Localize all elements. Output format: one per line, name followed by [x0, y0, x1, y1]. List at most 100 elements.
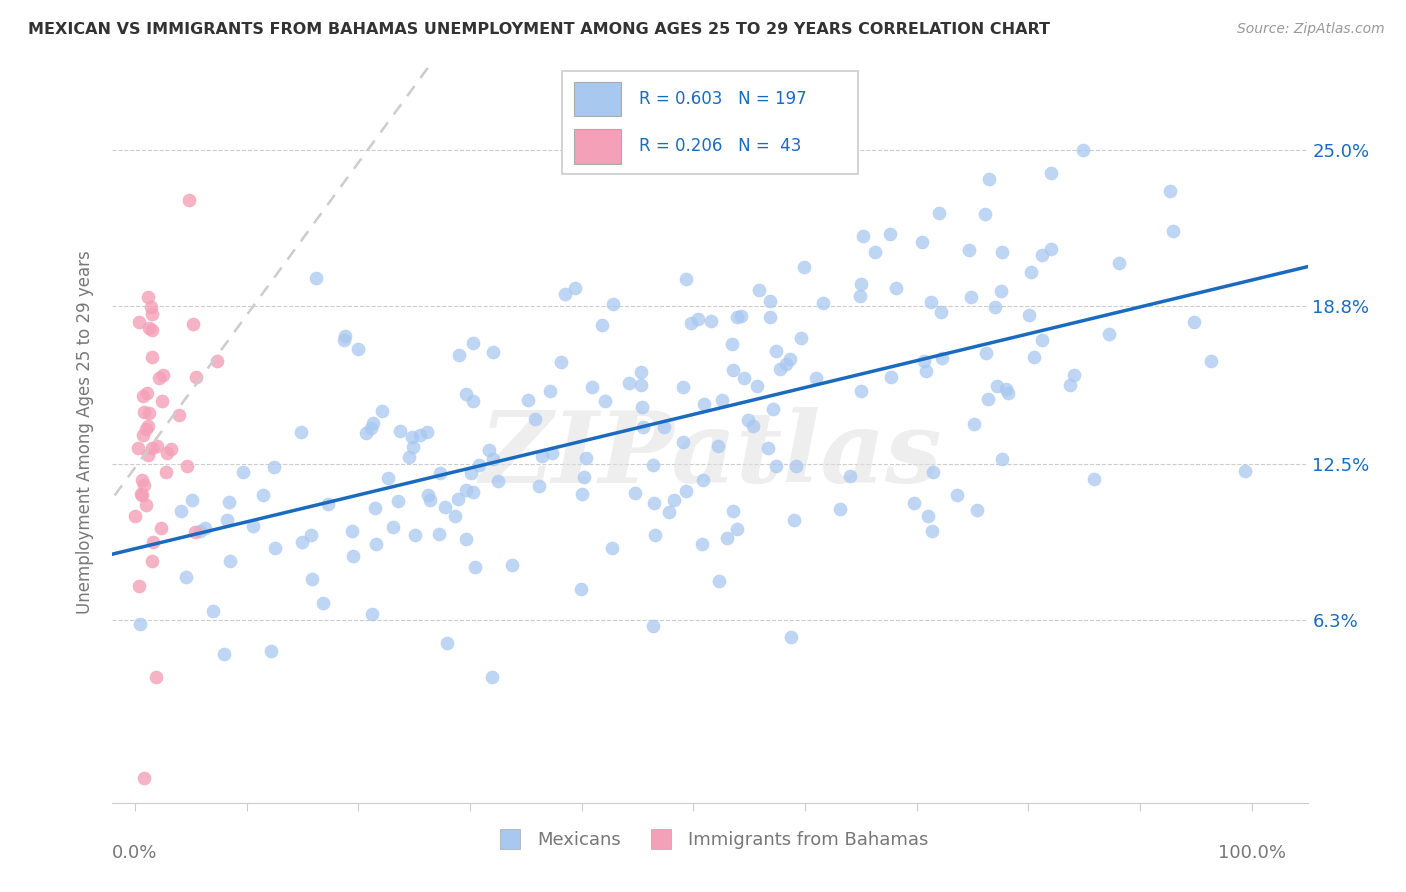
Text: 100.0%: 100.0%	[1218, 845, 1285, 863]
Point	[461, 335, 484, 350]
Point	[652, 419, 675, 434]
Point	[671, 380, 693, 394]
Point	[134, 478, 156, 492]
Point	[179, 194, 201, 208]
Point	[427, 527, 450, 541]
Point	[945, 487, 967, 501]
Point	[194, 521, 217, 535]
Point	[149, 520, 172, 534]
Point	[217, 513, 239, 527]
Point	[252, 488, 274, 502]
Point	[377, 471, 399, 485]
Y-axis label: Unemployment Among Ages 25 to 29 years: Unemployment Among Ages 25 to 29 years	[76, 251, 94, 615]
Point	[156, 446, 179, 460]
Point	[138, 406, 160, 420]
Point	[804, 371, 827, 385]
Point	[617, 376, 640, 390]
Point	[1071, 143, 1094, 157]
Point	[263, 541, 285, 556]
Point	[984, 300, 1007, 314]
Point	[581, 379, 603, 393]
Point	[416, 488, 439, 502]
Point	[468, 458, 491, 473]
Point	[1233, 464, 1256, 478]
Point	[301, 572, 323, 586]
Point	[572, 470, 595, 484]
Point	[963, 417, 986, 431]
Point	[633, 419, 655, 434]
Point	[1059, 377, 1081, 392]
Point	[745, 379, 768, 393]
Point	[416, 425, 439, 439]
Point	[335, 329, 357, 343]
Point	[1018, 308, 1040, 322]
Point	[201, 604, 224, 618]
Point	[863, 244, 886, 259]
Point	[159, 442, 181, 456]
Point	[184, 370, 207, 384]
Text: ZIPatlas: ZIPatlas	[479, 407, 941, 503]
Point	[188, 524, 211, 538]
Point	[600, 541, 623, 555]
Point	[759, 310, 782, 325]
Point	[481, 452, 503, 467]
Point	[136, 418, 159, 433]
Point	[879, 227, 901, 241]
Point	[481, 670, 503, 684]
Point	[404, 527, 426, 541]
Point	[316, 497, 339, 511]
Point	[501, 558, 523, 572]
Point	[1031, 248, 1053, 262]
Point	[711, 392, 734, 407]
Point	[176, 458, 198, 473]
Point	[527, 479, 550, 493]
Point	[360, 421, 382, 435]
Point	[707, 439, 730, 453]
Point	[903, 496, 925, 510]
Point	[218, 554, 240, 568]
Point	[361, 607, 384, 622]
Point	[700, 314, 723, 328]
Point	[1159, 184, 1181, 198]
Point	[141, 307, 163, 321]
Point	[730, 310, 752, 324]
Point	[181, 492, 204, 507]
Point	[354, 425, 377, 440]
Point	[361, 416, 384, 430]
Point	[780, 630, 803, 644]
Point	[1063, 368, 1085, 382]
Point	[779, 352, 801, 367]
Point	[135, 498, 157, 512]
Point	[785, 459, 807, 474]
Point	[990, 452, 1012, 467]
Point	[1040, 166, 1063, 180]
Point	[454, 532, 477, 546]
Point	[218, 495, 240, 509]
Point	[135, 386, 157, 401]
Point	[305, 271, 328, 285]
Point	[725, 310, 748, 325]
Point	[643, 496, 665, 510]
Point	[849, 289, 872, 303]
Point	[131, 488, 153, 502]
Text: 0.0%: 0.0%	[112, 845, 157, 863]
Point	[340, 524, 363, 538]
Point	[478, 443, 501, 458]
Point	[141, 323, 163, 337]
Point	[631, 400, 654, 414]
Point	[884, 280, 907, 294]
Point	[672, 434, 695, 449]
Point	[1161, 224, 1184, 238]
Point	[127, 441, 149, 455]
Point	[658, 505, 681, 519]
Point	[1040, 242, 1063, 256]
Point	[429, 466, 451, 480]
Point	[960, 290, 983, 304]
Point	[813, 295, 835, 310]
Point	[169, 504, 191, 518]
Bar	[574, 81, 621, 117]
Point	[124, 509, 146, 524]
Point	[434, 500, 457, 515]
Point	[212, 647, 235, 661]
Point	[931, 351, 953, 366]
